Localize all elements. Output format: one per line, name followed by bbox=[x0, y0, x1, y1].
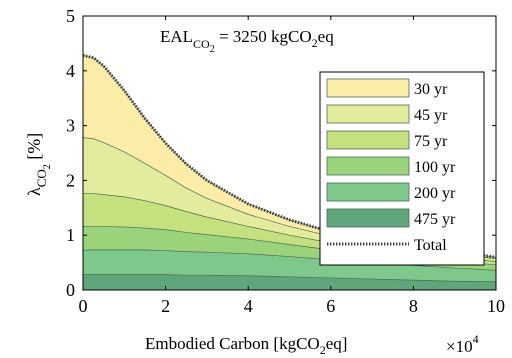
legend-label-45-yr: 45 yr bbox=[414, 107, 448, 124]
axis-ticks: 0 2 4 6 8 10 0 1 2 3 4 5 bbox=[66, 6, 505, 316]
area-75-yr bbox=[83, 193, 496, 265]
x-tick-label: 8 bbox=[409, 296, 418, 316]
plot-frame bbox=[82, 15, 497, 291]
x-tick-label: 2 bbox=[161, 296, 170, 316]
y-tick-label: 2 bbox=[66, 170, 75, 190]
annotation-prefix-sub2: 2 bbox=[210, 44, 215, 55]
legend-label-475-yr: 475 yr bbox=[414, 211, 456, 228]
x-tick-label: 0 bbox=[79, 296, 88, 316]
legend-label-200-yr: 200 yr bbox=[414, 185, 456, 202]
y-tick-label: 4 bbox=[66, 61, 75, 81]
y-tick-label: 5 bbox=[66, 6, 75, 26]
area-45-yr bbox=[83, 137, 496, 262]
x-tick-label: 4 bbox=[244, 296, 253, 316]
x-tick-label: 10 bbox=[487, 296, 505, 316]
annotation-equals: = 3250 kgCO bbox=[215, 27, 312, 46]
annotation: EALCO2 = 3250 kgCO2eq bbox=[160, 27, 334, 55]
y-axis-label-sub: CO bbox=[34, 169, 49, 187]
boundary-475-yr bbox=[83, 274, 497, 283]
legend-swatch-200-yr bbox=[326, 182, 410, 202]
y-axis-label: λCO2 [%] bbox=[24, 133, 53, 196]
x-multiplier: ×104 bbox=[446, 332, 479, 356]
legend-label-total: Total bbox=[414, 237, 447, 254]
annotation-prefix-sub: CO bbox=[193, 37, 210, 51]
legend-swatch-30-yr bbox=[326, 78, 410, 98]
area-200-yr bbox=[83, 250, 496, 282]
legend-swatch-45-yr bbox=[326, 104, 410, 124]
legend-swatch-475-yr bbox=[326, 208, 410, 228]
legend-label-30-yr: 30 yr bbox=[414, 81, 448, 98]
y-tick-label: 1 bbox=[66, 225, 75, 245]
annotation-unit-end: eq bbox=[318, 27, 335, 46]
y-axis-label-subsub: 2 bbox=[42, 164, 53, 169]
x-axis-label-end: eq] bbox=[326, 334, 348, 353]
x-axis-label: Embodied Carbon [kgCO2eq] bbox=[145, 334, 347, 357]
legend: 30 yr 45 yr 75 yr 100 yr 200 yr 475 yr Total bbox=[319, 71, 485, 266]
legend-swatch-75-yr bbox=[326, 130, 410, 150]
area-layers bbox=[83, 55, 496, 290]
x-multiplier-exp: 4 bbox=[473, 332, 479, 346]
x-axis-label-main: Embodied Carbon [kgCO bbox=[145, 334, 320, 353]
y-tick-label: 0 bbox=[66, 280, 75, 300]
x-axis-label-sub: 2 bbox=[320, 343, 326, 357]
y-tick-label: 3 bbox=[66, 116, 75, 136]
y-axis-label-main: λ bbox=[24, 187, 44, 196]
y-axis-label-end: [%] bbox=[24, 133, 44, 164]
legend-label-100-yr: 100 yr bbox=[414, 159, 456, 176]
x-multiplier-base: ×10 bbox=[446, 337, 473, 356]
x-tick-label: 6 bbox=[326, 296, 335, 316]
legend-swatch-100-yr bbox=[326, 156, 410, 176]
annotation-prefix: EAL bbox=[160, 27, 193, 46]
legend-label-75-yr: 75 yr bbox=[414, 133, 448, 150]
area-475-yr bbox=[83, 274, 496, 290]
area-30-yr bbox=[83, 55, 496, 259]
annotation-unit-sub: 2 bbox=[312, 36, 318, 50]
